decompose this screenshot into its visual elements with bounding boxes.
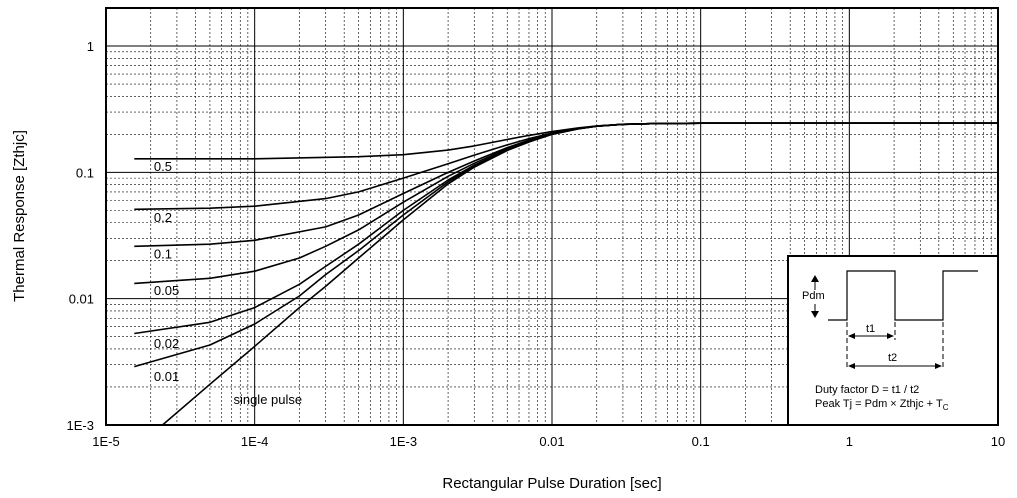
peak-tj-text: Peak Tj = Pdm × Zthjc + TC bbox=[815, 398, 949, 412]
y-tick-label: 1E-3 bbox=[67, 418, 94, 433]
peak-tj-main: Peak Tj = Pdm × Zthjc + T bbox=[815, 398, 943, 410]
y-tick-label: 0.1 bbox=[76, 165, 94, 180]
x-tick-label: 10 bbox=[991, 434, 1005, 449]
y-axis-title: Thermal Response [Zthjc] bbox=[11, 130, 28, 302]
t2-arrowhead-left-icon bbox=[848, 363, 855, 369]
curve-label: 0.1 bbox=[154, 247, 172, 262]
curve-label: 0.2 bbox=[154, 210, 172, 225]
curve-label: single pulse bbox=[233, 392, 302, 407]
peak-tj-subscript: C bbox=[943, 403, 949, 412]
inset-box bbox=[787, 255, 999, 426]
t1-arrowhead-left-icon bbox=[848, 333, 855, 339]
t1-label: t1 bbox=[866, 323, 875, 335]
curve-label: 0.5 bbox=[154, 159, 172, 174]
duty-factor-inset: Pdm t1 t2 Duty factor D = t1 / t2 Peak T… bbox=[787, 255, 999, 426]
t1-arrowhead-right-icon bbox=[887, 333, 894, 339]
curve-labels: 0.5 0.2 0.1 0.05 0.02 0.01 single pulse bbox=[154, 159, 302, 407]
x-tick-labels: 1E-5 1E-4 1E-3 0.01 0.1 1 10 bbox=[92, 434, 1005, 449]
curve-label: 0.01 bbox=[154, 369, 179, 384]
plot-frame bbox=[105, 7, 999, 426]
duty-factor-text: Duty factor D = t1 / t2 bbox=[815, 384, 919, 396]
x-tick-label: 0.01 bbox=[539, 434, 564, 449]
series-line bbox=[161, 122, 998, 426]
pulse-waveform bbox=[828, 270, 978, 321]
pdm-label: Pdm bbox=[802, 290, 825, 302]
pdm-arrowhead-down-icon bbox=[811, 311, 819, 318]
t2-label: t2 bbox=[888, 352, 897, 364]
x-axis-title: Rectangular Pulse Duration [sec] bbox=[442, 475, 661, 492]
x-tick-label: 1E-3 bbox=[390, 434, 417, 449]
x-tick-label: 0.1 bbox=[692, 434, 710, 449]
x-tick-label: 1E-4 bbox=[241, 434, 268, 449]
pdm-arrowhead-up-icon bbox=[811, 275, 819, 282]
y-tick-label: 1 bbox=[87, 39, 94, 54]
x-tick-label: 1E-5 bbox=[92, 434, 119, 449]
curve-label: 0.02 bbox=[154, 336, 179, 351]
y-tick-label: 0.01 bbox=[69, 292, 94, 307]
t2-arrowhead-right-icon bbox=[935, 363, 942, 369]
curve-label: 0.05 bbox=[154, 283, 179, 298]
y-tick-labels: 1E-3 0.01 0.1 1 bbox=[67, 39, 94, 433]
x-tick-label: 1 bbox=[846, 434, 853, 449]
series-layer bbox=[134, 122, 998, 426]
